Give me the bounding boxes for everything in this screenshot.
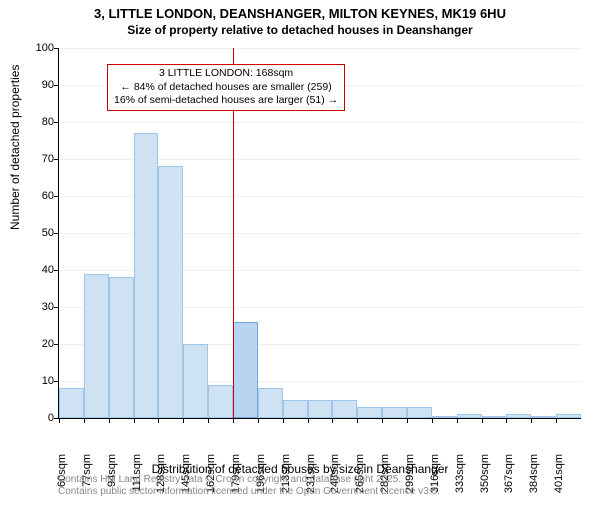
histogram-bar xyxy=(158,166,183,418)
histogram-bar xyxy=(308,400,333,419)
histogram-bar xyxy=(183,344,208,418)
annotation-line: 16% of semi-detached houses are larger (… xyxy=(114,94,338,108)
footer-line-1: Contains HM Land Registry data © Crown c… xyxy=(58,474,440,486)
ytick-mark xyxy=(54,159,59,160)
xtick-mark xyxy=(134,418,135,423)
xtick-mark xyxy=(258,418,259,423)
ytick-mark xyxy=(54,196,59,197)
chart-title: 3, LITTLE LONDON, DEANSHANGER, MILTON KE… xyxy=(0,0,600,23)
ytick-label: 80 xyxy=(24,116,54,128)
annotation-box: 3 LITTLE LONDON: 168sqm← 84% of detached… xyxy=(107,64,345,111)
xtick-mark xyxy=(283,418,284,423)
histogram-bar xyxy=(556,414,581,418)
histogram-bar xyxy=(407,407,432,418)
ytick-label: 90 xyxy=(24,79,54,91)
xtick-mark xyxy=(531,418,532,423)
annotation-line: 3 LITTLE LONDON: 168sqm xyxy=(114,67,338,81)
xtick-mark xyxy=(233,418,234,423)
ytick-label: 40 xyxy=(24,264,54,276)
ytick-label: 10 xyxy=(24,375,54,387)
ytick-label: 20 xyxy=(24,338,54,350)
footer-line-2: Contains public sector information licen… xyxy=(58,486,440,498)
xtick-mark xyxy=(432,418,433,423)
xtick-mark xyxy=(506,418,507,423)
xtick-mark xyxy=(109,418,110,423)
ytick-mark xyxy=(54,344,59,345)
y-axis-label: Number of detached properties xyxy=(8,65,22,230)
annotation-line: ← 84% of detached houses are smaller (25… xyxy=(114,81,338,95)
xtick-mark xyxy=(357,418,358,423)
ytick-label: 70 xyxy=(24,153,54,165)
xtick-mark xyxy=(457,418,458,423)
xtick-mark xyxy=(482,418,483,423)
histogram-bar xyxy=(59,388,84,418)
xtick-mark xyxy=(158,418,159,423)
histogram-bar xyxy=(332,400,357,419)
plot-area: 01020304050607080901003 LITTLE LONDON: 1… xyxy=(58,48,581,419)
ytick-mark xyxy=(54,85,59,86)
footer-attribution: Contains HM Land Registry data © Crown c… xyxy=(58,474,440,498)
histogram-bar xyxy=(506,414,531,418)
histogram-bar xyxy=(208,385,233,418)
xtick-mark xyxy=(382,418,383,423)
histogram-bar xyxy=(283,400,308,419)
xtick-mark xyxy=(308,418,309,423)
histogram-bar xyxy=(382,407,407,418)
ytick-mark xyxy=(54,122,59,123)
xtick-mark xyxy=(208,418,209,423)
histogram-bar xyxy=(258,388,283,418)
xtick-mark xyxy=(183,418,184,423)
ytick-label: 30 xyxy=(24,301,54,313)
histogram-bar xyxy=(134,133,159,418)
histogram-bar xyxy=(482,416,507,418)
ytick-label: 50 xyxy=(24,227,54,239)
chart-area: 01020304050607080901003 LITTLE LONDON: 1… xyxy=(58,48,580,418)
histogram-bar xyxy=(432,416,457,418)
histogram-bar xyxy=(457,414,482,418)
ytick-mark xyxy=(54,307,59,308)
xtick-mark xyxy=(84,418,85,423)
xtick-mark xyxy=(59,418,60,423)
gridline xyxy=(59,48,581,49)
ytick-mark xyxy=(54,233,59,234)
ytick-mark xyxy=(54,381,59,382)
ytick-label: 60 xyxy=(24,190,54,202)
ytick-mark xyxy=(54,270,59,271)
ytick-label: 0 xyxy=(24,412,54,424)
ytick-label: 100 xyxy=(24,42,54,54)
gridline xyxy=(59,122,581,123)
histogram-bar xyxy=(109,277,134,418)
histogram-bar xyxy=(84,274,109,418)
xtick-mark xyxy=(407,418,408,423)
ytick-mark xyxy=(54,48,59,49)
histogram-bar xyxy=(357,407,382,418)
histogram-bar xyxy=(233,322,258,418)
xtick-mark xyxy=(332,418,333,423)
xtick-mark xyxy=(556,418,557,423)
chart-subtitle: Size of property relative to detached ho… xyxy=(0,23,600,37)
histogram-bar xyxy=(531,416,556,418)
